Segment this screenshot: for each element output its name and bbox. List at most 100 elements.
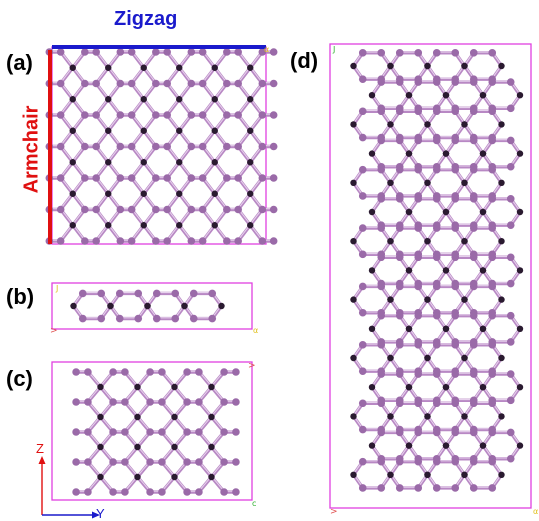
atom bbox=[387, 471, 394, 478]
atom bbox=[220, 368, 228, 376]
atom bbox=[56, 142, 65, 151]
atom bbox=[395, 165, 404, 174]
atom bbox=[84, 458, 92, 466]
atom bbox=[258, 237, 267, 245]
atom bbox=[516, 442, 524, 449]
atom bbox=[414, 49, 423, 57]
atom bbox=[189, 314, 198, 323]
atom bbox=[451, 282, 460, 291]
atom bbox=[223, 237, 231, 245]
atom bbox=[269, 48, 278, 56]
atom bbox=[121, 368, 129, 376]
atom bbox=[432, 224, 441, 232]
atom bbox=[72, 458, 80, 466]
atom bbox=[414, 165, 423, 174]
atom bbox=[479, 384, 487, 391]
atom bbox=[140, 190, 147, 197]
atom bbox=[81, 142, 89, 151]
atom bbox=[223, 79, 231, 88]
atom bbox=[97, 383, 104, 391]
atom bbox=[506, 396, 515, 405]
atom bbox=[350, 413, 357, 420]
atom bbox=[115, 289, 124, 298]
atom bbox=[414, 78, 423, 86]
atom bbox=[414, 457, 423, 466]
atom bbox=[232, 368, 240, 376]
atom bbox=[405, 208, 413, 216]
atom bbox=[163, 237, 171, 245]
atom bbox=[105, 96, 112, 103]
atom bbox=[234, 48, 242, 56]
atom bbox=[488, 253, 497, 262]
atom bbox=[81, 48, 89, 56]
svg-text:>: > bbox=[50, 326, 58, 336]
atom bbox=[350, 179, 357, 186]
atom bbox=[198, 142, 207, 151]
atom bbox=[488, 457, 497, 466]
atom bbox=[146, 368, 154, 376]
atom bbox=[358, 165, 367, 174]
atom bbox=[414, 484, 423, 492]
atom bbox=[506, 162, 515, 171]
atom bbox=[152, 111, 160, 119]
atom bbox=[432, 136, 441, 145]
atom bbox=[234, 111, 242, 119]
atom bbox=[469, 457, 478, 466]
atom bbox=[350, 354, 357, 362]
atom bbox=[127, 142, 136, 151]
atom bbox=[358, 107, 367, 116]
atom bbox=[211, 64, 218, 71]
atom bbox=[451, 457, 460, 466]
atom bbox=[395, 282, 404, 291]
atom bbox=[469, 282, 478, 291]
atom bbox=[451, 78, 460, 86]
atom bbox=[56, 174, 65, 182]
atom bbox=[269, 205, 278, 214]
atom bbox=[432, 78, 441, 86]
atom bbox=[377, 107, 386, 116]
zigzag-label: Zigzag bbox=[114, 8, 178, 30]
atom bbox=[358, 341, 367, 349]
atom bbox=[78, 314, 87, 323]
atom bbox=[211, 96, 218, 103]
atom bbox=[432, 165, 441, 174]
atom bbox=[432, 253, 441, 262]
atom bbox=[234, 79, 242, 88]
atom bbox=[223, 142, 231, 151]
lattice-a bbox=[45, 48, 278, 245]
atom bbox=[198, 79, 207, 88]
atom bbox=[258, 48, 267, 56]
atom bbox=[368, 92, 376, 99]
atom bbox=[187, 174, 196, 182]
atom bbox=[469, 311, 478, 320]
atom bbox=[488, 107, 497, 116]
atom bbox=[488, 311, 497, 320]
atom bbox=[442, 384, 450, 391]
atom bbox=[424, 121, 431, 128]
atom bbox=[84, 428, 92, 436]
atom bbox=[140, 159, 147, 166]
atom bbox=[358, 250, 367, 259]
atom bbox=[258, 174, 267, 182]
atom bbox=[432, 49, 441, 57]
atom bbox=[258, 205, 267, 214]
atom bbox=[405, 384, 413, 391]
atom bbox=[183, 458, 191, 466]
atom bbox=[516, 208, 524, 216]
atom bbox=[387, 62, 394, 70]
atom bbox=[424, 413, 431, 420]
atom bbox=[232, 398, 240, 406]
atom bbox=[56, 205, 65, 214]
atom bbox=[152, 48, 160, 56]
atom bbox=[198, 48, 207, 56]
atom bbox=[78, 289, 87, 298]
atom bbox=[479, 442, 487, 449]
atom bbox=[92, 79, 100, 88]
atom bbox=[72, 488, 80, 496]
atom bbox=[140, 222, 147, 229]
atom bbox=[498, 296, 505, 303]
atom bbox=[223, 48, 231, 56]
atom bbox=[405, 325, 413, 332]
atom bbox=[395, 195, 404, 203]
atom bbox=[469, 399, 478, 408]
